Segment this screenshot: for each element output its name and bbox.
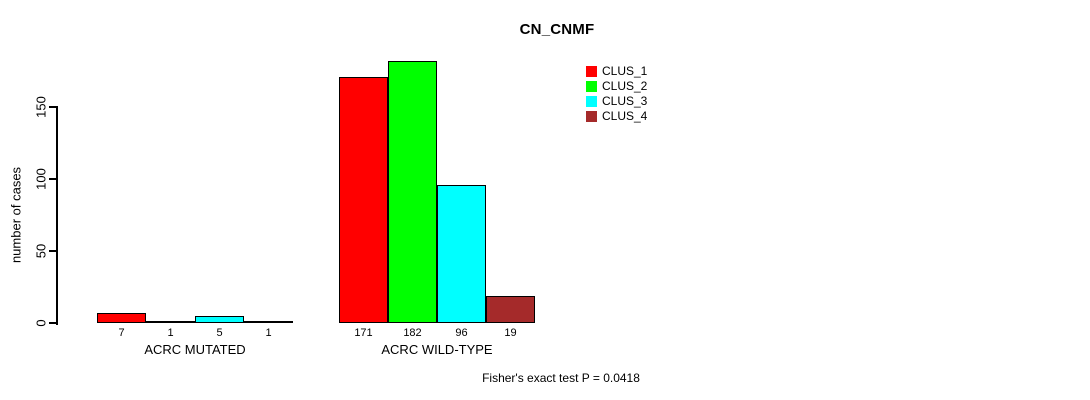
bar-clus_1-group2 bbox=[339, 77, 388, 323]
bar-value-label: 96 bbox=[455, 327, 468, 339]
legend-swatch bbox=[586, 81, 597, 92]
bar-clus_1-group1 bbox=[97, 313, 146, 323]
bar-value-label: 7 bbox=[118, 327, 125, 339]
y-tick-label: 100 bbox=[33, 168, 49, 190]
legend-row: CLUS_1 bbox=[586, 64, 647, 79]
bar-clus_2-group1 bbox=[146, 321, 195, 323]
legend-swatch bbox=[586, 96, 597, 107]
chart-title: CN_CNMF bbox=[519, 21, 595, 38]
legend-label: CLUS_4 bbox=[602, 109, 648, 123]
bar-value-label: 171 bbox=[354, 327, 373, 339]
bar-clus_4-group2 bbox=[486, 296, 535, 323]
y-tick-label: 50 bbox=[33, 243, 49, 259]
legend-label: CLUS_2 bbox=[602, 79, 648, 93]
bar-clus_3-group2 bbox=[437, 185, 486, 323]
bar-value-label: 1 bbox=[265, 327, 272, 339]
legend-row: CLUS_4 bbox=[586, 109, 647, 124]
bar-value-label: 19 bbox=[504, 327, 517, 339]
legend-row: CLUS_2 bbox=[586, 79, 647, 94]
y-tick-label: 150 bbox=[33, 96, 49, 118]
y-axis-title: number of cases bbox=[8, 166, 24, 264]
bar-clus_3-group1 bbox=[195, 316, 244, 323]
y-tick-mark bbox=[49, 322, 57, 324]
bar-value-label: 182 bbox=[403, 327, 422, 339]
bar-clus_2-group2 bbox=[388, 61, 437, 323]
annotation-text: Fisher's exact test P = 0.0418 bbox=[482, 371, 640, 385]
y-tick-mark bbox=[49, 106, 57, 108]
legend-swatch bbox=[586, 66, 597, 77]
bar-value-label: 5 bbox=[216, 327, 223, 339]
legend-label: CLUS_3 bbox=[602, 94, 648, 108]
y-tick-label: 0 bbox=[33, 319, 49, 327]
y-tick-mark bbox=[49, 178, 57, 180]
x-group-label: ACRC WILD-TYPE bbox=[381, 342, 493, 357]
legend-swatch bbox=[586, 111, 597, 122]
y-axis-line bbox=[56, 106, 58, 325]
bar-value-label: 1 bbox=[167, 327, 174, 339]
legend: CLUS_1 CLUS_2 CLUS_3 CLUS_4 bbox=[586, 64, 647, 124]
legend-row: CLUS_3 bbox=[586, 94, 647, 109]
x-group-label: ACRC MUTATED bbox=[144, 342, 246, 357]
bar-clus_4-group1 bbox=[244, 321, 293, 323]
y-tick-mark bbox=[49, 250, 57, 252]
legend-label: CLUS_1 bbox=[602, 64, 648, 78]
